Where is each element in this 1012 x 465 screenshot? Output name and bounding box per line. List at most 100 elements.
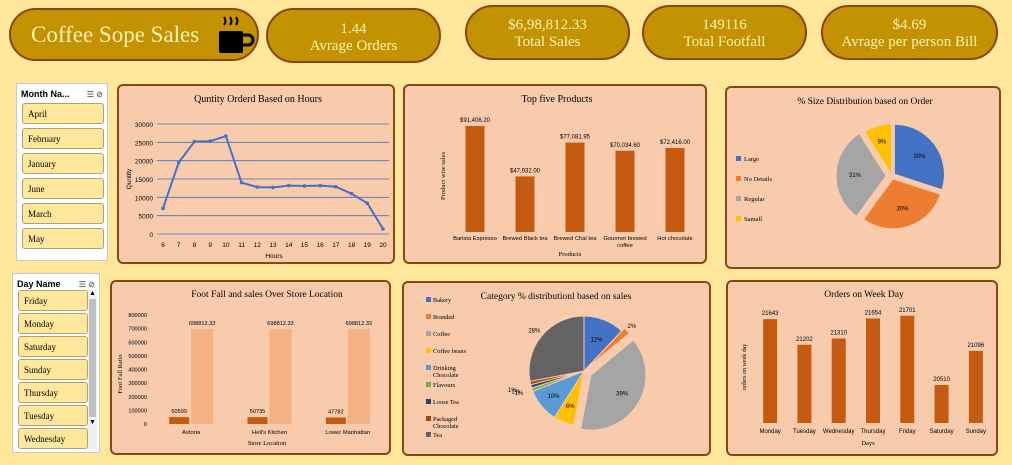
bar bbox=[515, 176, 535, 232]
bar bbox=[866, 318, 880, 423]
data-label: 698812.33 bbox=[346, 321, 372, 327]
slicer-item-march[interactable]: March bbox=[22, 203, 104, 224]
slicer-header: Day Name ☰ ⊘ bbox=[13, 274, 99, 294]
x-tick-label: 15 bbox=[301, 242, 309, 249]
slicer-item-saturday[interactable]: Saturday bbox=[18, 336, 88, 357]
series-line bbox=[162, 134, 384, 230]
data-label: 9% bbox=[878, 139, 887, 145]
multi-select-icon[interactable]: ☰ bbox=[86, 89, 95, 99]
multi-select-icon[interactable]: ☰ bbox=[78, 279, 87, 289]
y-tick-label: 5000 bbox=[139, 214, 154, 221]
chart-title: Foot Fall and sales Over Store Location bbox=[191, 290, 343, 300]
legend-swatch bbox=[426, 382, 431, 387]
products-chart-card: Top five Products $91,406.20 Barista Espre… bbox=[403, 84, 707, 264]
bar-footfall bbox=[325, 417, 346, 424]
month-slicer[interactable]: Month Na... ☰ ⊘ April February January J… bbox=[16, 83, 108, 261]
slicer-title: Day Name bbox=[17, 279, 61, 289]
chart-title: % Size Distribution based on Order bbox=[797, 97, 933, 107]
slicer-item-april[interactable]: April bbox=[22, 103, 104, 124]
data-label: 2% bbox=[627, 324, 636, 330]
chart-title: Category % distributionl based on sales bbox=[481, 292, 632, 302]
x-tick-label: 16 bbox=[317, 242, 325, 249]
clear-filter-icon[interactable]: ⊘ bbox=[88, 279, 95, 289]
legend-label: Bakery bbox=[433, 297, 452, 304]
bar bbox=[665, 147, 685, 232]
y-tick-label: 0 bbox=[149, 232, 153, 239]
y-tick-label: 300000 bbox=[128, 381, 147, 387]
bar bbox=[565, 142, 585, 232]
slicer-scrollbar[interactable]: ▲ ▼ bbox=[88, 290, 97, 450]
x-tick-label: 18 bbox=[348, 242, 356, 249]
bar-sales bbox=[347, 328, 370, 424]
legend-label: Flavours bbox=[433, 382, 456, 389]
data-point bbox=[208, 139, 212, 144]
location-bar-chart: Foot Fall and sales Over Store Location 8… bbox=[117, 290, 372, 447]
bar bbox=[934, 384, 949, 423]
y-tick-label: 500000 bbox=[128, 354, 147, 360]
bar bbox=[615, 150, 635, 232]
y-tick-label: 100000 bbox=[128, 408, 147, 414]
size-pie-chart: % Size Distribution based on Order Large N… bbox=[736, 97, 945, 230]
slicer-item-february[interactable]: February bbox=[22, 128, 104, 149]
data-point bbox=[271, 185, 275, 190]
scroll-thumb[interactable] bbox=[89, 299, 96, 417]
legend-swatch bbox=[426, 331, 431, 336]
chart-title: Top five Products bbox=[522, 94, 593, 105]
x-tick-label: 10 bbox=[222, 242, 230, 249]
data-label: 30% bbox=[896, 206, 909, 212]
data-label: 47782 bbox=[328, 409, 344, 415]
x-tick-label: 12 bbox=[254, 242, 262, 249]
slicer-item-friday[interactable]: Friday bbox=[18, 290, 88, 311]
slicer-item-tuesday[interactable]: Tuesday bbox=[18, 405, 88, 426]
x-tick-label: 8 bbox=[193, 242, 197, 249]
legend-label: Packaged bbox=[433, 416, 458, 423]
scroll-up-icon[interactable]: ▲ bbox=[89, 290, 96, 297]
data-point bbox=[381, 227, 385, 231]
x-tick-label: 17 bbox=[332, 242, 340, 249]
y-tick-label: 15000 bbox=[135, 177, 153, 184]
data-point bbox=[349, 191, 354, 196]
kpi-value: $6,98,812.33 bbox=[508, 17, 587, 33]
x-tick-label: Wednesday bbox=[823, 429, 855, 435]
data-label: 12% bbox=[591, 337, 604, 343]
legend-swatch bbox=[426, 297, 431, 302]
slice-regular bbox=[835, 132, 887, 217]
slicer-item-thursday[interactable]: Thursday bbox=[18, 382, 88, 403]
slicer-item-wednesday[interactable]: Wednesday bbox=[18, 428, 88, 449]
slice-tea bbox=[528, 315, 585, 382]
category-pie-chart: Category % distributionl based on sales B… bbox=[426, 292, 647, 439]
data-point bbox=[161, 206, 165, 211]
legend-swatch bbox=[426, 365, 431, 370]
x-tick-label: Saturday bbox=[930, 429, 954, 435]
legend-swatch bbox=[426, 314, 431, 319]
weekday-chart-card: Orders on Week Day 21643 Monday 21202 Tuesda… bbox=[726, 280, 998, 456]
data-label: 39% bbox=[616, 392, 629, 398]
scroll-down-icon[interactable]: ▼ bbox=[89, 419, 96, 426]
bar bbox=[900, 315, 915, 423]
data-label: 21654 bbox=[865, 310, 882, 316]
kpi-average-orders: 1.44 Avrage Orders bbox=[266, 8, 441, 63]
legend-label: Drinking bbox=[433, 365, 457, 372]
data-label: $72,416.00 bbox=[660, 140, 691, 146]
slicer-item-monday[interactable]: Monday bbox=[18, 313, 88, 334]
slicer-item-june[interactable]: June bbox=[22, 178, 104, 199]
x-tick-label: Hell's Kitchen bbox=[252, 430, 287, 436]
legend-swatch bbox=[426, 416, 431, 421]
hours-chart-card: Quntity Orderd Based on Hours 30000 25000 2… bbox=[117, 84, 395, 264]
x-tick-label: 11 bbox=[238, 242, 245, 249]
dashboard-title-pill: Coffee Sope Sales bbox=[9, 8, 259, 61]
slicer-item-january[interactable]: January bbox=[22, 153, 104, 174]
x-tick-label: 7 bbox=[177, 242, 181, 249]
data-point bbox=[365, 201, 370, 205]
x-tick-label: Brewed Black tea bbox=[502, 236, 548, 242]
x-axis-label: Days bbox=[861, 440, 875, 447]
day-slicer[interactable]: Day Name ☰ ⊘ Friday Monday Saturday Sund… bbox=[12, 273, 100, 453]
clear-filter-icon[interactable]: ⊘ bbox=[96, 89, 103, 99]
slicer-item-sunday[interactable]: Sunday bbox=[18, 359, 88, 380]
slice-samall bbox=[863, 123, 892, 176]
data-label: 21701 bbox=[899, 308, 916, 314]
x-tick-label: 6 bbox=[161, 242, 165, 249]
x-tick-label: Thursday bbox=[860, 429, 885, 435]
kpi-value: 149116 bbox=[702, 17, 747, 33]
slicer-item-may[interactable]: May bbox=[22, 228, 104, 249]
